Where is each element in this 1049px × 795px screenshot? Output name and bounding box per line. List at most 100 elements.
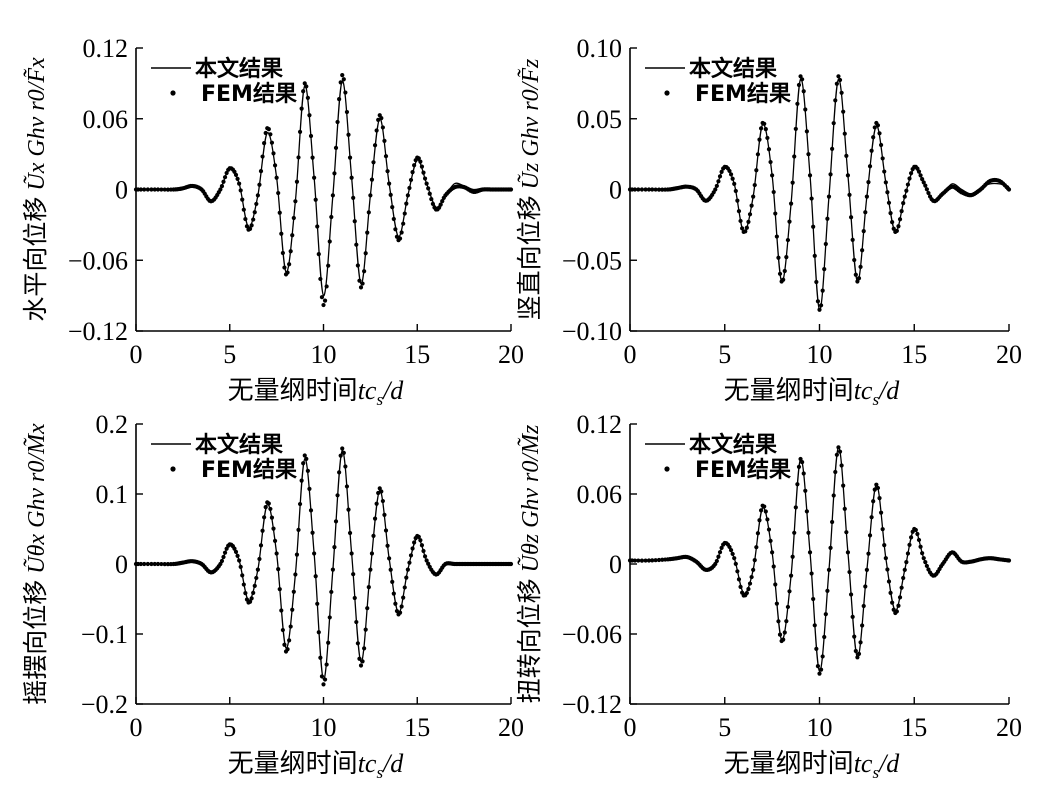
fem-point (366, 585, 371, 590)
fem-point (294, 552, 300, 557)
fem-point (252, 210, 257, 215)
fem-point (418, 159, 423, 164)
fem-point (752, 557, 757, 563)
fem-point (886, 200, 892, 205)
y-tick-label: 0.12 (83, 34, 129, 63)
fem-point (299, 478, 304, 483)
y-tick-label: −0.06 (562, 620, 622, 649)
fem-point (401, 221, 406, 226)
fem-point (872, 487, 877, 492)
fem-point (162, 187, 167, 192)
fem-point (825, 588, 830, 593)
fem-point (142, 561, 147, 567)
fem-point (920, 551, 925, 556)
fem-point (866, 551, 871, 556)
fem-point (322, 298, 328, 303)
x-tick-label: 15 (404, 713, 430, 742)
fem-point (282, 642, 287, 647)
fem-point (844, 153, 849, 158)
fem-point (804, 509, 809, 514)
fem-point (738, 218, 743, 224)
y-axis-label: 水平向位移 Ũx Ghv r0/F̃x (21, 57, 50, 322)
fem-point (762, 504, 767, 509)
fem-point (863, 584, 868, 589)
fem-point (793, 126, 798, 132)
fem-point (404, 575, 409, 580)
fem-point (440, 199, 445, 204)
fem-point (285, 647, 290, 652)
fem-point (390, 579, 395, 584)
x-tick-label: 20 (996, 340, 1022, 369)
fem-point (855, 655, 860, 660)
fem-point (863, 210, 868, 215)
fem-point (307, 486, 312, 491)
fem-point (800, 77, 805, 82)
fem-point (801, 89, 806, 94)
fem-point (293, 572, 298, 577)
fem-point (412, 540, 417, 545)
fem-point (387, 181, 392, 186)
fem-point (801, 471, 806, 476)
fem-point (374, 501, 379, 506)
fem-point (752, 182, 757, 188)
fem-point (430, 201, 435, 206)
fem-point (165, 187, 171, 192)
fem-point (714, 183, 719, 189)
fem-point (368, 567, 373, 572)
legend-label: FEM结果 (201, 457, 297, 483)
fem-point (858, 264, 863, 270)
fem-point (277, 587, 282, 592)
fem-point (871, 135, 876, 140)
fem-point (247, 226, 253, 232)
fem-point (297, 501, 303, 507)
fem-point (405, 567, 410, 572)
fem-point (268, 506, 273, 512)
fem-point (405, 193, 410, 198)
fem-point (823, 241, 828, 247)
fem-point (221, 179, 226, 184)
fem-point (755, 152, 761, 157)
fem-point (719, 545, 724, 550)
fem-point (290, 233, 295, 238)
fem-point (222, 550, 228, 555)
fem-point (390, 205, 395, 210)
fem-point (418, 538, 423, 543)
fem-point (260, 528, 265, 533)
fem-point (732, 556, 737, 561)
fem-point (408, 553, 414, 558)
x-axis-label: 无量纲时间tcs/d (724, 376, 901, 409)
fem-point (279, 608, 284, 613)
fem-point (402, 585, 407, 590)
fem-point (636, 187, 641, 192)
fem-point (796, 464, 802, 469)
x-axis-label: 无量纲时间tcs/d (228, 376, 405, 409)
y-axis-label: 竖直向位移 Ũz Ghv r0/F̃z (515, 58, 544, 320)
fem-point (327, 615, 332, 620)
fem-point (233, 172, 239, 177)
fem-point (319, 674, 325, 679)
fem-point (235, 553, 240, 559)
fem-point (732, 181, 737, 186)
fem-point (837, 449, 843, 454)
legend-label: 本文结果 (689, 432, 777, 458)
fem-point (394, 234, 400, 239)
fem-point (302, 453, 307, 458)
fem-point (155, 187, 161, 192)
fem-point (358, 663, 364, 668)
fem-point (269, 140, 275, 145)
fem-point (858, 640, 863, 645)
fem-point (841, 483, 846, 488)
fem-point (888, 211, 893, 216)
fem-point (907, 542, 912, 548)
fem-point (366, 210, 371, 215)
fem-point (841, 109, 846, 114)
fem-point (274, 175, 279, 180)
fem-point (847, 569, 852, 575)
fem-point (291, 215, 296, 221)
fem-point (326, 640, 331, 645)
series-line (629, 446, 1010, 672)
fem-point (784, 619, 789, 624)
fem-point (787, 219, 792, 224)
fem-point (340, 73, 345, 78)
y-tick-label: 0.10 (577, 34, 623, 63)
